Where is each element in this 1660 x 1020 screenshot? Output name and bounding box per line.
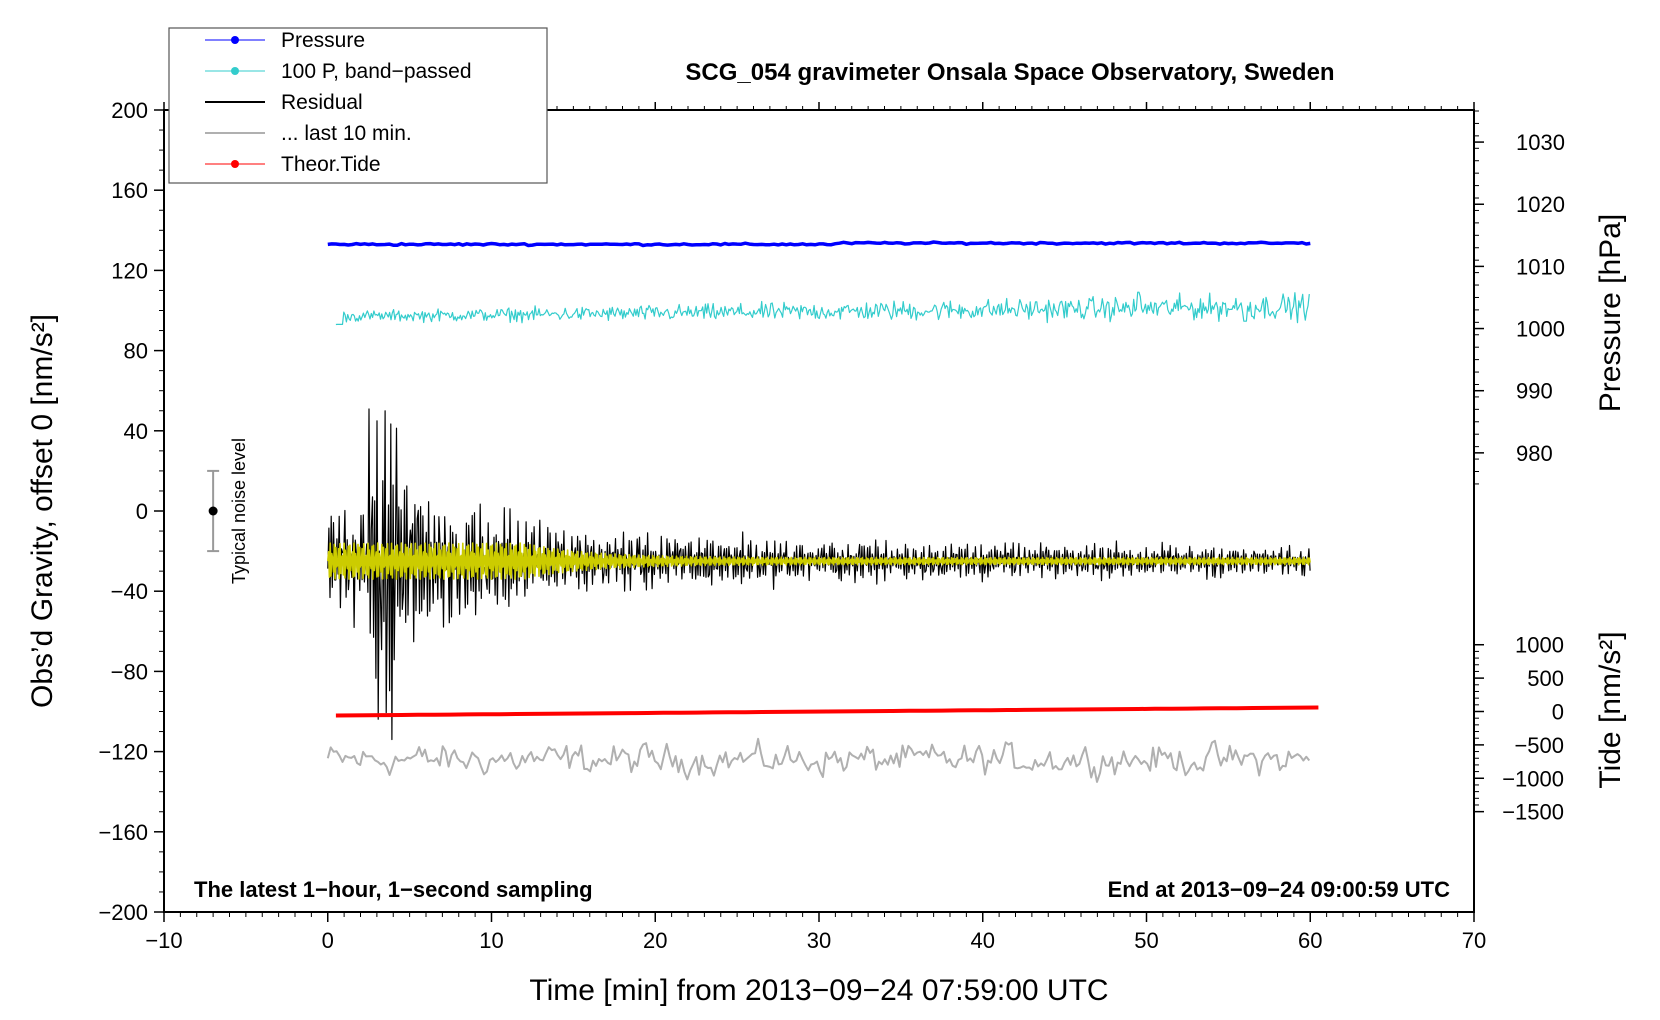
x-tick-label: −10	[145, 928, 182, 953]
y-tick-label: −80	[111, 659, 148, 684]
pressure-tick-label: 1030	[1516, 130, 1565, 155]
legend-label: Residual	[281, 91, 363, 114]
y-tick-label: 120	[111, 258, 148, 283]
tide-tick-label: −500	[1514, 733, 1564, 758]
tide-tick-label: −1500	[1502, 800, 1564, 825]
legend-label: Pressure	[281, 29, 365, 52]
band-passed-pressure-series	[335, 291, 1310, 326]
pressure-axis-label: Pressure [hPa]	[1594, 214, 1627, 412]
sampling-annotation: The latest 1−hour, 1−second sampling	[194, 877, 593, 902]
residual-filtered-series	[327, 542, 1311, 580]
legend-label: ... last 10 min.	[281, 122, 412, 145]
plot-frame	[163, 109, 1475, 913]
x-tick-label: 30	[807, 928, 831, 953]
theoretical-tide-series	[335, 705, 1319, 718]
x-tick-label: 50	[1134, 928, 1158, 953]
x-tick-label: 0	[322, 928, 334, 953]
legend: Pressure 100 P, band−passed Residual ... la…	[168, 27, 548, 184]
y-tick-label: 80	[124, 339, 148, 364]
y-tick-label: 160	[111, 178, 148, 203]
noise-level-label: Typical noise level	[229, 438, 249, 584]
noise-center-dot	[208, 506, 218, 516]
legend-label: Theor.Tide	[281, 153, 381, 176]
tide-tick-label: 0	[1552, 700, 1564, 725]
pressure-tick-label: 980	[1516, 441, 1553, 466]
tide-axis-label: Tide [nm/s²]	[1594, 631, 1627, 788]
tide-tick-label: 1000	[1515, 633, 1564, 658]
x-tick-label: 70	[1462, 928, 1486, 953]
tide-tick-label: −1000	[1502, 766, 1564, 791]
pressure-series	[327, 240, 1311, 248]
x-tick-label: 60	[1298, 928, 1322, 953]
x-tick-label: 40	[971, 928, 995, 953]
y-tick-label: −200	[98, 900, 148, 925]
legend-box	[168, 27, 548, 184]
pressure-tick-label: 990	[1516, 379, 1553, 404]
series-layer	[326, 240, 1319, 783]
x-axis-label: Time [min] from 2013−09−24 07:59:00 UTC	[529, 974, 1108, 1007]
y-tick-label: 40	[124, 419, 148, 444]
tide-tick-label: 500	[1527, 666, 1564, 691]
legend-marker	[231, 160, 239, 168]
last-10-min-series	[326, 737, 1311, 783]
legend-label: 100 P, band−passed	[281, 60, 472, 83]
y-tick-label: −40	[111, 579, 148, 604]
x-tick-label: 10	[479, 928, 503, 953]
residual-series	[327, 408, 1311, 741]
pressure-tick-label: 1000	[1516, 317, 1565, 342]
legend-marker	[231, 36, 239, 44]
y-tick-label: −160	[98, 820, 148, 845]
pressure-tick-label: 1020	[1516, 192, 1565, 217]
y-axis-label: Obs’d Gravity, offset 0 [nm/s²]	[26, 314, 59, 708]
end-time-annotation: End at 2013−09−24 09:00:59 UTC	[1108, 877, 1451, 902]
noise-level-marker: Typical noise level	[207, 438, 249, 584]
chart-title: SCG_054 gravimeter Onsala Space Observat…	[685, 59, 1334, 86]
legend-marker	[231, 67, 239, 75]
pressure-tick-label: 1010	[1516, 254, 1565, 279]
y-tick-label: 0	[136, 499, 148, 524]
ticks-layer: −10 0 10 20 30 40 50 60 70−200−160−120−80−400408…	[98, 98, 1565, 953]
y-tick-label: 200	[111, 98, 148, 123]
y-tick-label: −120	[98, 740, 148, 765]
x-tick-label: 20	[643, 928, 667, 953]
